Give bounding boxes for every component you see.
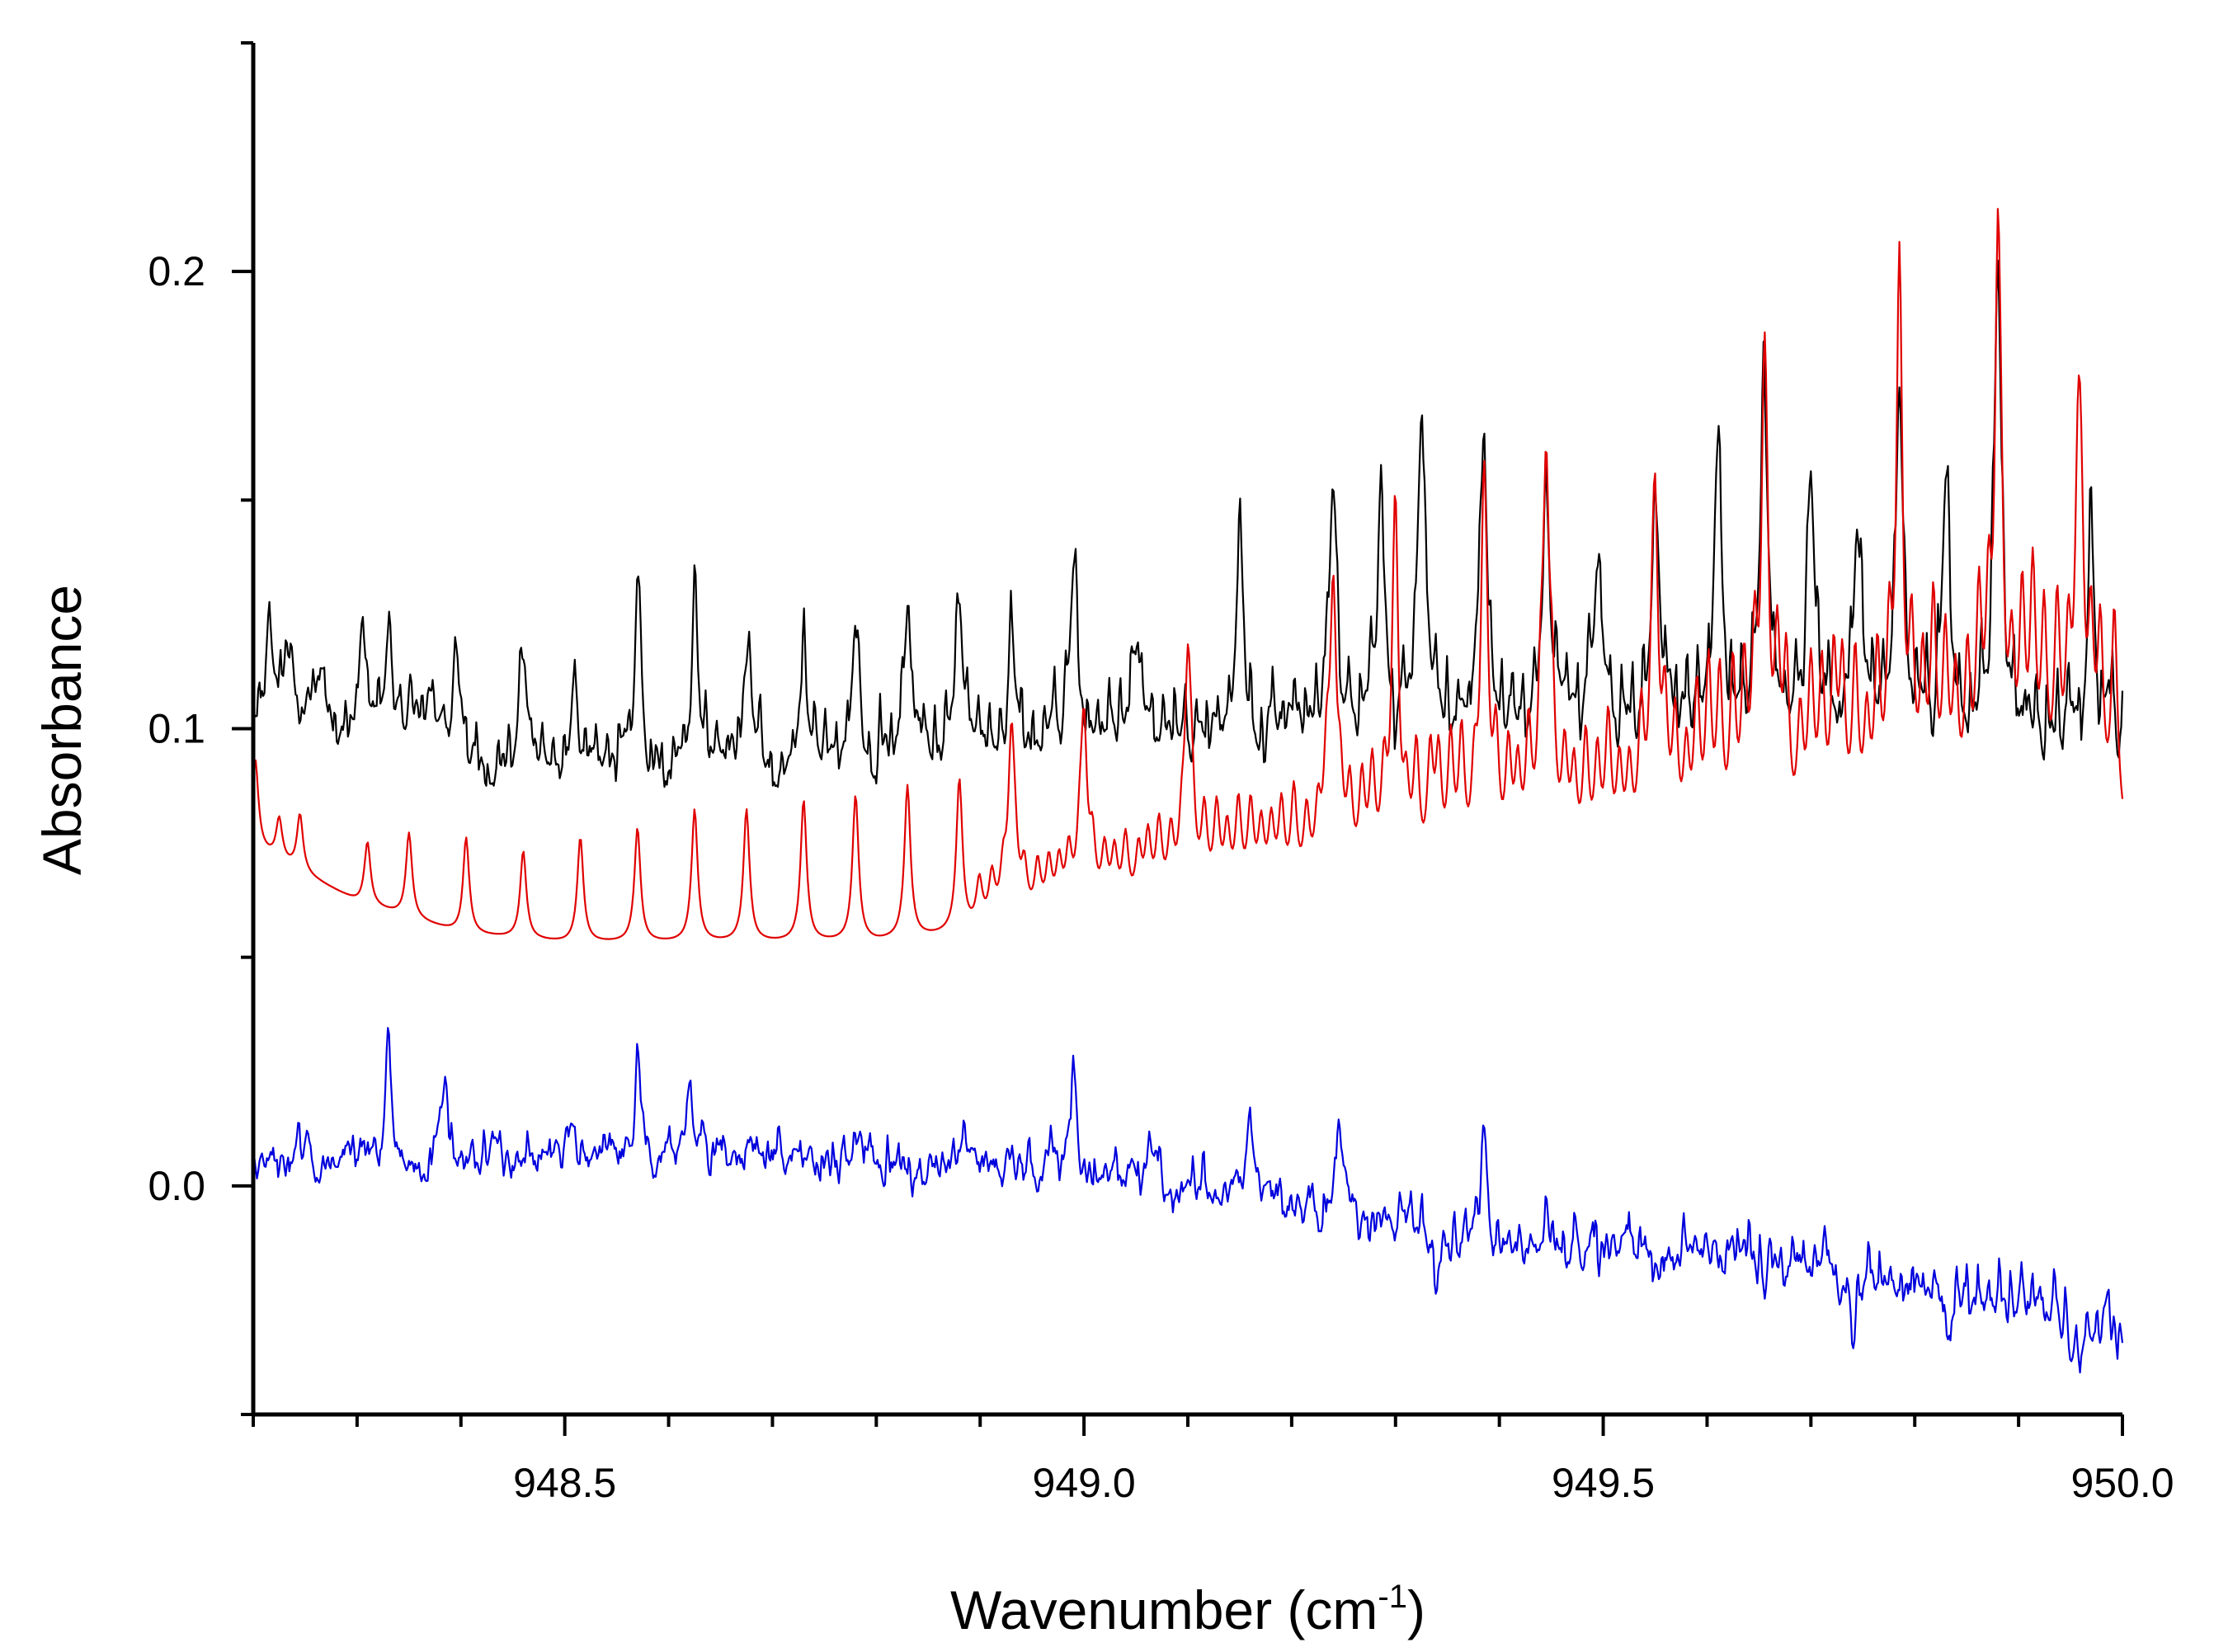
series-line-simulated [252,208,2124,940]
x-tick-label: 950.0 [2070,1460,2174,1506]
series-line-measured [252,259,2124,788]
x-axis-title-superscript: -1 [1378,1579,1407,1615]
series-layer [252,208,2124,1374]
y-tick-label: 0.0 [148,1163,205,1209]
y-tick-label: 0.1 [148,706,205,752]
x-axis-title: Wavenumber (cm-1) [950,1579,1425,1640]
ticks-layer: 948.5 949.0 949.5 950.0 0.0 0.1 0.2 [148,41,2174,1506]
y-axis-title: Absorbance [31,585,92,875]
x-tick-label: 949.0 [1033,1460,1136,1506]
x-axis-title-suffix: ) [1407,1579,1425,1640]
y-tick-label: 0.2 [148,248,205,294]
x-tick-label: 948.5 [513,1460,616,1506]
x-axis-title-main: Wavenumber (cm [950,1579,1378,1640]
x-tick-label: 949.5 [1552,1460,1655,1506]
series-line-residual [252,1027,2124,1374]
